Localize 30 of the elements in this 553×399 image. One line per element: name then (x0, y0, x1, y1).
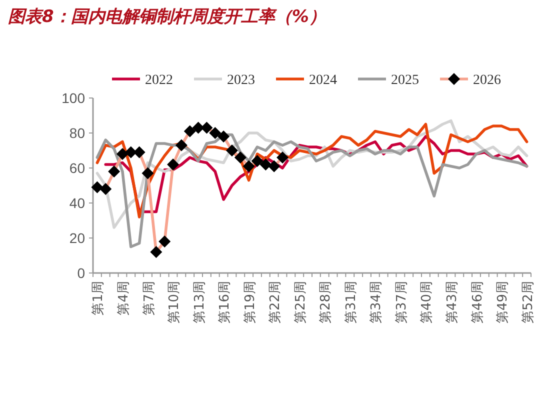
x-tick-label: 第40周 (420, 281, 435, 324)
x-tick-label: 第43周 (444, 281, 460, 324)
chart-title: 图表8：国内电解铜制杆周度开工率（%） (8, 7, 326, 27)
x-tick-label: 第19周 (242, 281, 258, 324)
x-tick-label: 第25周 (293, 281, 308, 324)
x-tick-label: 第10周 (167, 281, 182, 324)
x-tick-label: 第16周 (218, 281, 233, 324)
x-tick-label: 第1周 (91, 281, 106, 316)
x-tick-label: 第4周 (116, 281, 132, 316)
x-tick-label: 第52周 (520, 281, 536, 324)
y-tick-label: 0 (77, 265, 86, 281)
x-tick-label: 第34周 (369, 281, 384, 324)
x-tick-label: 第46周 (470, 281, 486, 324)
x-tick-label: 第49周 (496, 281, 511, 324)
y-tick-label: 100 (62, 90, 86, 106)
legend-label: 2022 (145, 73, 173, 88)
x-tick-label: 第28周 (318, 281, 334, 324)
legend-label: 2024 (309, 73, 337, 88)
y-tick-label: 60 (69, 160, 86, 176)
x-tick-label: 第13周 (192, 281, 208, 324)
y-tick-label: 20 (69, 230, 86, 246)
legend-label: 2026 (473, 73, 501, 88)
x-tick-label: 第31周 (344, 281, 359, 324)
x-tick-label: 第22周 (268, 281, 284, 324)
y-tick-label: 40 (69, 195, 86, 211)
legend-label: 2023 (227, 73, 255, 88)
x-tick-label: 第7周 (142, 281, 157, 316)
legend-label: 2025 (391, 73, 419, 88)
x-tick-label: 第37周 (394, 281, 410, 324)
y-tick-label: 80 (69, 125, 86, 141)
